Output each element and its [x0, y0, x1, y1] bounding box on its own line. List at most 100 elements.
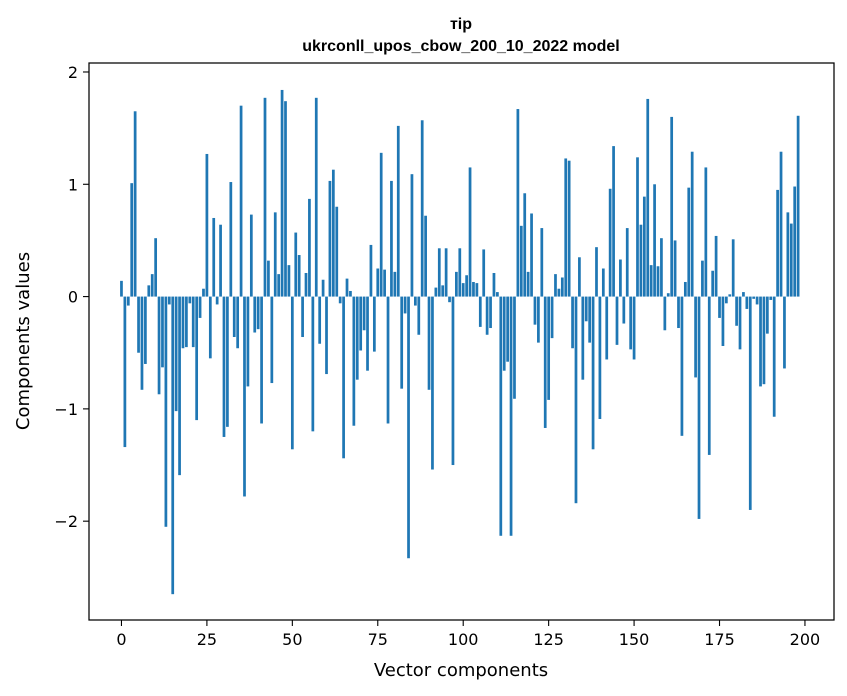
bar — [366, 296, 369, 371]
bar — [574, 296, 578, 504]
bar — [338, 296, 342, 304]
bar — [745, 296, 749, 309]
bar — [229, 182, 233, 297]
bar — [728, 294, 732, 297]
x-tick-label: 100 — [448, 630, 479, 649]
bar — [636, 157, 639, 297]
bar — [362, 296, 366, 331]
bar — [677, 296, 680, 329]
bar — [465, 275, 468, 297]
y-tick-label: −1 — [54, 400, 78, 419]
bar — [123, 296, 127, 448]
bar — [342, 296, 345, 459]
bar — [793, 186, 797, 297]
bar — [714, 235, 718, 297]
bar — [526, 271, 530, 297]
bar — [588, 296, 592, 343]
bar — [755, 296, 759, 305]
bar — [461, 283, 465, 297]
bar — [605, 296, 609, 360]
bar — [273, 212, 277, 297]
bar — [444, 248, 448, 297]
bar — [485, 296, 489, 335]
bar — [174, 296, 178, 412]
bar — [154, 238, 158, 297]
bar — [496, 292, 499, 297]
bar — [707, 296, 711, 455]
bar — [731, 239, 735, 297]
bar — [478, 296, 482, 327]
bar — [704, 167, 708, 297]
bar — [673, 240, 677, 297]
bar — [475, 283, 479, 297]
bar — [458, 248, 462, 297]
bar — [413, 296, 417, 306]
bar — [297, 255, 301, 297]
bar — [455, 271, 458, 297]
bar — [492, 272, 496, 297]
x-tick-label: 50 — [282, 630, 302, 649]
bar — [499, 296, 503, 536]
bar — [701, 260, 704, 297]
bar — [783, 296, 786, 369]
bar — [724, 296, 728, 304]
bar — [222, 296, 226, 437]
bar — [431, 296, 434, 470]
bar — [509, 296, 513, 536]
bar — [523, 193, 527, 297]
bar — [137, 296, 140, 353]
x-tick-label: 75 — [368, 630, 388, 649]
bar — [181, 296, 185, 349]
bar — [150, 274, 154, 297]
bar — [506, 296, 510, 362]
bar — [489, 296, 492, 329]
bar — [543, 296, 547, 428]
bar — [427, 296, 431, 390]
y-tick-label: 2 — [68, 63, 78, 82]
y-tick-label: −2 — [54, 512, 78, 531]
bar — [328, 180, 332, 297]
bar — [653, 184, 656, 297]
x-axis-ticks: 0 25 50 75 100 125 150 175 200 — [116, 620, 820, 649]
bar — [212, 217, 216, 297]
bar — [472, 281, 475, 297]
bar — [280, 89, 284, 297]
bar — [738, 296, 742, 350]
bar — [249, 214, 253, 297]
bar — [547, 296, 551, 400]
bar — [215, 296, 219, 305]
bar — [683, 281, 687, 297]
bar — [188, 296, 192, 304]
x-tick-label: 200 — [790, 630, 821, 649]
x-tick-label: 150 — [619, 630, 650, 649]
bar — [345, 278, 349, 297]
bar — [331, 169, 335, 297]
bar — [410, 174, 414, 297]
bar — [178, 296, 181, 476]
bar — [656, 266, 660, 297]
bar — [205, 153, 209, 297]
bar — [581, 296, 585, 380]
bar — [642, 196, 646, 297]
chart-title-line2: ukrconll_upos_cbow_200_10_2022 model — [302, 38, 619, 55]
bar — [550, 296, 554, 339]
x-tick-label: 125 — [533, 630, 564, 649]
bar — [796, 115, 800, 297]
bar — [752, 296, 756, 299]
bar — [567, 160, 571, 297]
bar — [424, 215, 427, 297]
bar — [759, 296, 762, 387]
bar — [625, 228, 629, 297]
bar — [386, 296, 390, 424]
plot-frame — [88, 62, 835, 621]
bar — [167, 296, 171, 305]
bar — [246, 296, 250, 387]
y-tick-label: 1 — [68, 175, 78, 194]
bar — [584, 296, 588, 322]
bar — [772, 296, 776, 417]
bar — [578, 257, 581, 297]
bar — [448, 296, 451, 303]
bar — [349, 290, 352, 297]
bar — [232, 296, 236, 338]
bar — [591, 296, 595, 450]
